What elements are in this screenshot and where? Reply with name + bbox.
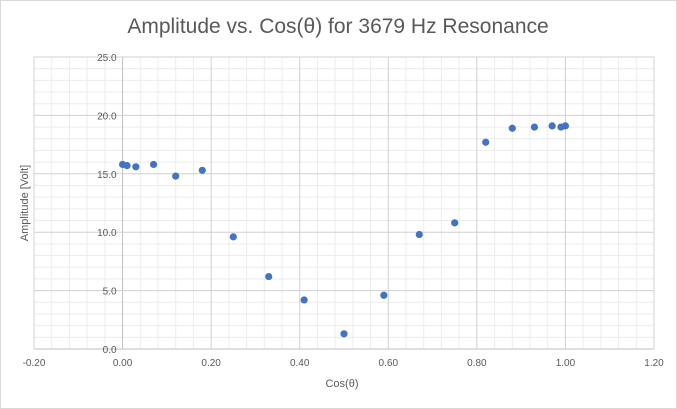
- y-tick-label: 10.0: [97, 228, 117, 239]
- major-gridlines: [33, 56, 655, 350]
- y-tick-label: 0.0: [103, 345, 117, 356]
- data-point: [229, 233, 237, 241]
- y-axis-title: Amplitude [Volt]: [19, 165, 31, 241]
- data-point: [561, 122, 570, 130]
- data-point: [300, 296, 308, 304]
- data-point: [451, 219, 459, 227]
- data-point: [482, 138, 490, 146]
- x-tick-label: 0.00: [113, 358, 133, 369]
- x-tick-label: 1.00: [556, 358, 576, 369]
- data-point: [123, 162, 131, 170]
- x-tick-label: 0.60: [379, 358, 399, 369]
- y-tick-label: 5.0: [103, 287, 117, 298]
- y-tick-label: 15.0: [97, 170, 117, 181]
- chart-title: Amplitude vs. Cos(θ) for 3679 Hz Resonan…: [127, 15, 548, 38]
- data-point: [530, 123, 539, 131]
- y-tick-label: 20.0: [97, 111, 117, 122]
- data-point: [415, 230, 423, 239]
- data-point: [132, 163, 140, 171]
- x-tick-label: 1.20: [644, 358, 664, 369]
- data-point: [172, 172, 180, 180]
- data-point: [149, 160, 158, 169]
- data-point: [340, 330, 348, 338]
- data-points: [118, 122, 570, 338]
- x-axis-tick-labels: -0.20 0.00 0.20 0.40 0.60 0.80 1.00 1.20: [23, 358, 665, 369]
- data-point: [508, 124, 516, 132]
- x-tick-label: 0.20: [201, 358, 221, 369]
- minor-gridlines: [34, 57, 654, 349]
- data-point: [265, 272, 273, 281]
- x-tick-label: 0.40: [290, 358, 310, 369]
- x-tick-label: -0.20: [23, 358, 46, 369]
- y-axis-tick-labels: 0.0 5.0 10.0 15.0 20.0 25.0: [97, 53, 117, 356]
- data-point: [548, 122, 556, 130]
- data-point: [198, 166, 206, 174]
- x-tick-label: 0.80: [467, 358, 487, 369]
- data-point: [380, 291, 388, 299]
- y-tick-label: 25.0: [97, 53, 117, 64]
- x-axis-title: Cos(θ): [325, 378, 358, 390]
